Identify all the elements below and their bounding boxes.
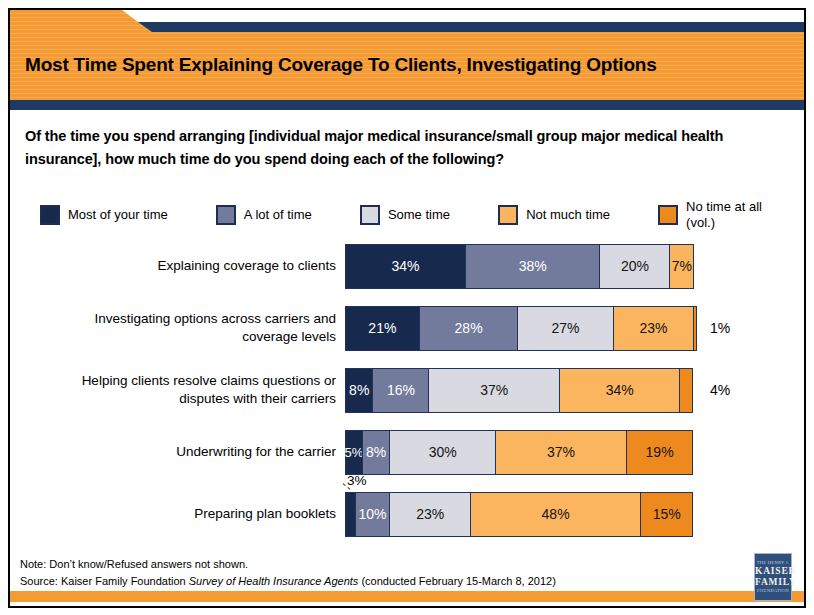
bar-track: 3%10%23%48%15% — [345, 492, 701, 537]
row-label: Helping clients resolve claims questions… — [10, 372, 345, 408]
slide-border: Most Time Spent Explaining Coverage To C… — [8, 8, 806, 608]
chart-row: Helping clients resolve claims questions… — [10, 368, 804, 413]
source-line: Source: Kaiser Family Foundation Survey … — [20, 573, 556, 590]
legend-label: Some time — [388, 207, 450, 223]
bar-segment-most-of-your-time: 5% — [345, 430, 363, 475]
bar-track: 34%38%20%7% — [345, 244, 701, 289]
legend-item-0: Most of your time — [40, 205, 168, 225]
source-suffix: (conducted February 15-March 8, 2012) — [358, 575, 556, 587]
chart-row: Underwriting for the carrier5%8%30%37%19… — [10, 430, 804, 475]
bar-track: 8%16%37%34% — [345, 368, 701, 413]
row-label: Preparing plan booklets — [10, 505, 345, 523]
chart-row: Investigating options across carriers an… — [10, 306, 804, 351]
bar-segment-not-much-time: 23% — [613, 306, 695, 351]
bar-segment-most-of-your-time: 21% — [345, 306, 420, 351]
header-divider — [10, 100, 804, 110]
bar-segment-a-lot-of-time: 16% — [372, 368, 429, 413]
chart-row: Explaining coverage to clients34%38%20%7… — [10, 244, 804, 289]
legend-swatch — [40, 205, 60, 225]
source-title: Survey of Health Insurance Agents — [189, 575, 359, 587]
chart-row: Preparing plan booklets3%10%23%48%15% — [10, 492, 804, 537]
footer-orange-strip — [10, 591, 804, 602]
bar-segment-no-time-at-all-vol: 19% — [626, 430, 694, 475]
row-label: Investigating options across carriers an… — [10, 310, 345, 346]
legend-swatch — [658, 205, 678, 225]
bar-segment-some-time: 27% — [517, 306, 613, 351]
header-white-band — [118, 10, 804, 22]
bar-segment-no-time-at-all-vol — [693, 306, 697, 351]
survey-question: Of the time you spend arranging [individ… — [25, 125, 788, 171]
logo-kaiser-text: KAISER — [755, 566, 791, 577]
bar-segment-some-time: 23% — [389, 492, 471, 537]
legend-item-2: Some time — [360, 205, 450, 225]
outside-label: 4% — [710, 382, 730, 398]
callout-label: 3% — [347, 473, 367, 488]
bar-segment-no-time-at-all-vol — [679, 368, 693, 413]
legend-label: A lot of time — [244, 207, 312, 223]
page-title: Most Time Spent Explaining Coverage To C… — [25, 54, 657, 76]
footnotes: Note: Don’t know/Refused answers not sho… — [20, 556, 556, 589]
legend-swatch — [216, 205, 236, 225]
stacked-bar-chart: Explaining coverage to clients34%38%20%7… — [10, 244, 804, 537]
bar-segment-no-time-at-all-vol: 15% — [640, 492, 693, 537]
bar-segment-a-lot-of-time: 10% — [355, 492, 391, 537]
chart-legend: Most of your time A lot of time Some time N… — [40, 199, 762, 232]
row-label: Underwriting for the carrier — [10, 443, 345, 461]
row-label: Explaining coverage to clients — [10, 257, 345, 275]
bar-segment-not-much-time: 37% — [495, 430, 627, 475]
bar-segment-not-much-time: 48% — [470, 492, 641, 537]
bar-segment-a-lot-of-time: 28% — [419, 306, 519, 351]
note-line: Note: Don’t know/Refused answers not sho… — [20, 556, 556, 573]
chart-rows: Explaining coverage to clients34%38%20%7… — [10, 244, 804, 537]
legend-label: Most of your time — [68, 207, 168, 223]
bar-segment-some-time: 37% — [428, 368, 560, 413]
bar-segment-a-lot-of-time: 8% — [362, 430, 390, 475]
bar-track: 21%28%27%23% — [345, 306, 701, 351]
bar-segment-some-time: 20% — [599, 244, 670, 289]
logo-bottom-text: FOUNDATION — [755, 588, 791, 594]
outside-label: 1% — [710, 320, 730, 336]
legend-item-3: Not much time — [498, 205, 610, 225]
legend-item-4: No time at all (vol.) — [658, 199, 762, 232]
logo-family-text: FAMILY — [755, 577, 791, 588]
bar-segment-a-lot-of-time: 38% — [465, 244, 600, 289]
bar-segment-most-of-your-time: 34% — [345, 244, 466, 289]
legend-label: Not much time — [526, 207, 610, 223]
bar-segment-not-much-time: 34% — [559, 368, 680, 413]
source-prefix: Source: Kaiser Family Foundation — [20, 575, 189, 587]
legend-swatch — [360, 205, 380, 225]
legend-item-1: A lot of time — [216, 205, 312, 225]
header-banner: Most Time Spent Explaining Coverage To C… — [10, 10, 804, 100]
legend-label: No time at all (vol.) — [686, 199, 762, 232]
header-navy-band — [118, 22, 804, 32]
slide: Most Time Spent Explaining Coverage To C… — [0, 0, 814, 615]
bar-segment-most-of-your-time: 8% — [345, 368, 373, 413]
bar-segment-some-time: 30% — [389, 430, 496, 475]
bar-segment-not-much-time: 7% — [669, 244, 694, 289]
legend-swatch — [498, 205, 518, 225]
bar-track: 5%8%30%37%19% — [345, 430, 701, 475]
kaiser-family-foundation-logo: THE HENRY J. KAISER FAMILY FOUNDATION — [754, 553, 792, 601]
